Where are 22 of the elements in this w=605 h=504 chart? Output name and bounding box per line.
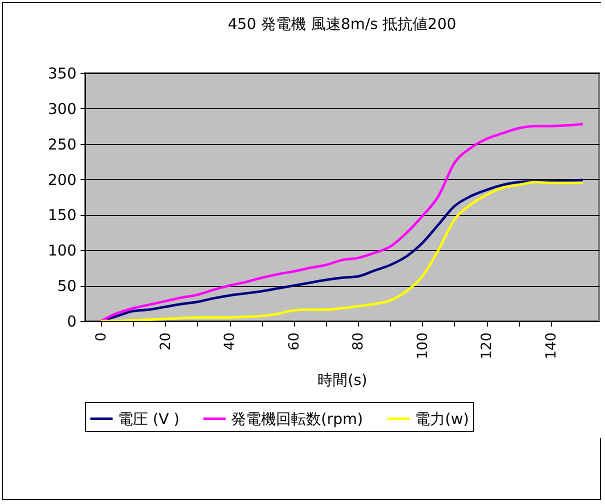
y-tick-label: 200	[48, 170, 76, 189]
x-axis-title: 時間(s)	[318, 371, 368, 390]
x-tick-label: 60	[286, 332, 302, 350]
x-tick-label: 40	[222, 332, 238, 350]
x-tick-label: 100	[414, 332, 431, 360]
y-tick-label: 150	[48, 206, 76, 224]
x-tick-label: 120	[479, 332, 496, 360]
legend-label: 電圧 (V )	[118, 410, 180, 428]
legend-label: 電力(w)	[415, 410, 469, 428]
y-tick-label: 100	[48, 242, 76, 260]
x-tick-label: 80	[350, 332, 367, 350]
y-tick-label: 0	[66, 312, 76, 330]
x-tick-label: 0	[94, 332, 110, 342]
y-tick-label: 350	[48, 64, 76, 82]
legend-label: 発電機回転数(rpm)	[231, 410, 364, 428]
chart-title: 450 発電機 風速8m/s 抵抗値200	[228, 15, 456, 33]
y-tick-label: 50	[57, 277, 76, 296]
y-tick-label: 250	[48, 135, 76, 154]
line-series	[100, 122, 584, 321]
x-tick-label: 20	[158, 332, 174, 350]
y-tick-label: 300	[48, 100, 76, 118]
x-tick-label: 140	[543, 332, 560, 360]
